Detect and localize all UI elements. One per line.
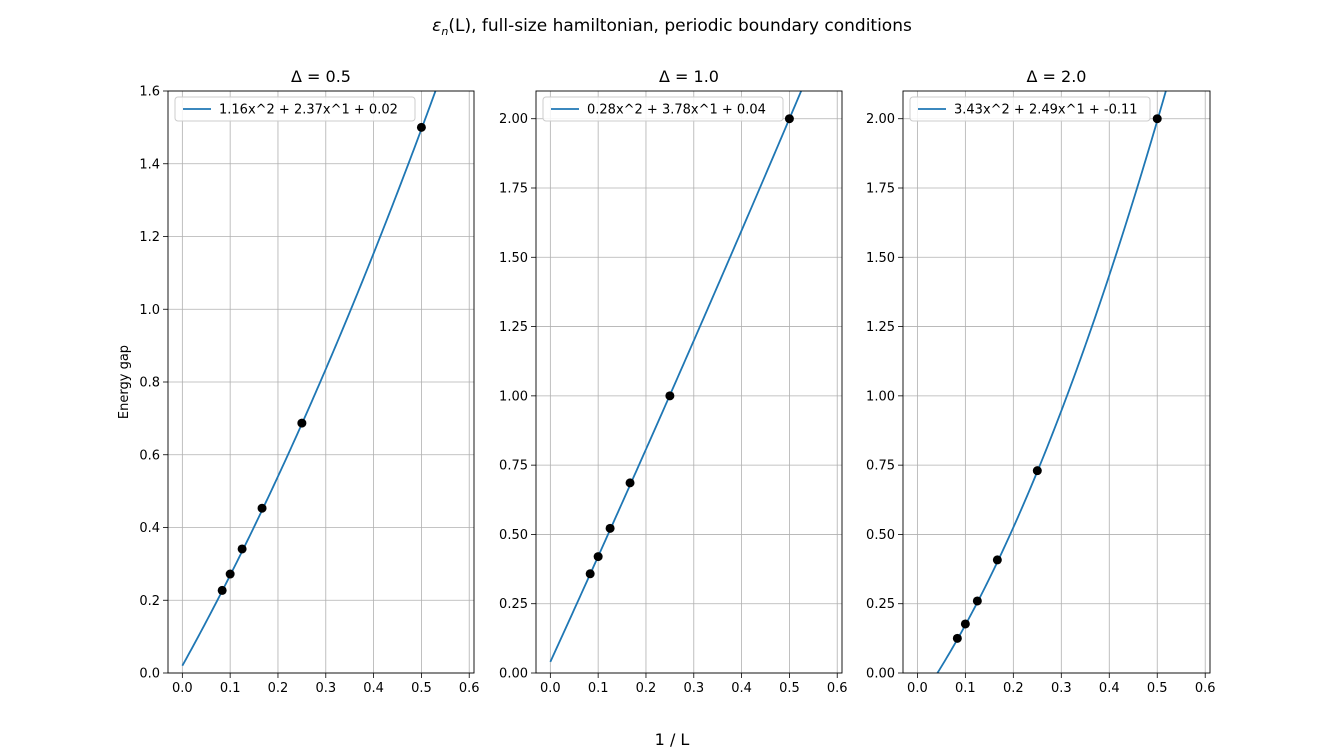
y-tick-label: 1.6	[139, 85, 160, 100]
y-tick-label: 1.0	[139, 303, 160, 318]
data-point	[217, 585, 227, 595]
x-tick-label: 0.6	[1195, 681, 1216, 696]
y-tick-label: 2.00	[499, 112, 528, 127]
subplot-2: 0.0 0.1 0.2 0.3 0.4 0.5 0.6 0.00 0.25 0.50 0.75 1.0…	[499, 67, 848, 696]
x-tick-label: 0.5	[411, 681, 432, 696]
x-tick-label: 0.0	[540, 681, 561, 696]
subplot-title: Δ = 0.5	[291, 67, 351, 86]
data-point	[665, 391, 675, 401]
y-tick-label: 1.75	[866, 182, 895, 197]
x-tick-label: 0.1	[220, 681, 241, 696]
data-point	[225, 569, 235, 579]
y-tick-label: 0.2	[139, 594, 160, 609]
subplot-title: Δ = 2.0	[1027, 67, 1087, 86]
data-point	[992, 555, 1002, 565]
legend-label: 1.16x^2 + 2.37x^1 + 0.02	[219, 103, 398, 118]
x-tick-label: 0.0	[907, 681, 928, 696]
x-tick-label: 0.1	[588, 681, 609, 696]
y-tick-label: 0.25	[499, 597, 528, 612]
y-tick-label: 1.50	[499, 251, 528, 266]
x-tick-label: 0.2	[268, 681, 289, 696]
figure-xlabel: 1 / L	[655, 730, 690, 749]
data-point	[784, 114, 794, 124]
data-point	[625, 478, 635, 488]
subplots: 0.0 0.1 0.2 0.3 0.4 0.5 0.6 0.0 0.2 0.4 0.6 0.8 1.0 1…	[139, 67, 1216, 696]
x-tick-label: 0.3	[315, 681, 336, 696]
x-tick-label: 0.3	[1051, 681, 1072, 696]
x-tick-label: 0.0	[172, 681, 193, 696]
data-point	[1032, 466, 1042, 476]
y-tick-label: 1.75	[499, 182, 528, 197]
legend: 1.16x^2 + 2.37x^1 + 0.02	[174, 96, 416, 122]
y-tick-label: 0.50	[866, 528, 895, 543]
legend-box	[909, 96, 1151, 122]
x-tick-label: 0.5	[1147, 681, 1168, 696]
y-tick-label: 1.50	[866, 251, 895, 266]
y-tick-label: 1.25	[499, 320, 528, 335]
axes-frame	[902, 90, 1211, 674]
y-tick-label: 1.4	[139, 157, 160, 172]
legend-box	[174, 96, 416, 122]
data-point	[1152, 114, 1162, 124]
data-point	[416, 122, 426, 132]
x-tick-label: 0.4	[1099, 681, 1120, 696]
legend: 0.28x^2 + 3.78x^1 + 0.04	[542, 96, 784, 122]
x-tick-label: 0.3	[683, 681, 704, 696]
legend-box	[542, 96, 784, 122]
x-tick-label: 0.6	[827, 681, 848, 696]
data-point	[593, 552, 603, 562]
legend: 3.43x^2 + 2.49x^1 + -0.11	[909, 96, 1151, 122]
y-axis-label: Energy gap	[117, 345, 132, 419]
axes-frame	[167, 90, 475, 674]
y-tick-label: 0.75	[499, 459, 528, 474]
y-tick-label: 0.00	[866, 667, 895, 682]
y-tick-label: 0.75	[866, 459, 895, 474]
x-tick-label: 0.4	[363, 681, 384, 696]
data-point	[585, 569, 595, 579]
y-tick-label: 0.0	[139, 667, 160, 682]
y-tick-label: 2.00	[866, 112, 895, 127]
data-point	[952, 633, 962, 643]
x-tick-label: 0.2	[1003, 681, 1024, 696]
data-point	[257, 503, 267, 513]
y-tick-label: 0.4	[139, 521, 160, 536]
axes-frame	[535, 90, 843, 674]
y-tick-label: 0.8	[139, 376, 160, 391]
x-tick-label: 0.1	[955, 681, 976, 696]
subplot-1: 0.0 0.1 0.2 0.3 0.4 0.5 0.6 0.0 0.2 0.4 0.6 0.8 1.0 1…	[139, 67, 480, 696]
y-tick-label: 0.00	[499, 667, 528, 682]
y-tick-label: 1.2	[139, 230, 160, 245]
data-point	[605, 523, 615, 533]
x-tick-label: 0.5	[779, 681, 800, 696]
legend-label: 3.43x^2 + 2.49x^1 + -0.11	[954, 103, 1138, 118]
data-point	[960, 619, 970, 629]
subplot-3: 0.0 0.1 0.2 0.3 0.4 0.5 0.6 0.00 0.25 0.50 0.75 1.0…	[866, 67, 1216, 696]
data-point	[237, 544, 247, 554]
y-tick-label: 1.00	[866, 389, 895, 404]
y-tick-label: 0.50	[499, 528, 528, 543]
y-tick-label: 1.25	[866, 320, 895, 335]
data-point	[972, 596, 982, 606]
x-tick-label: 0.6	[459, 681, 480, 696]
legend-label: 0.28x^2 + 3.78x^1 + 0.04	[587, 103, 766, 118]
subplot-title: Δ = 1.0	[659, 67, 719, 86]
y-tick-label: 0.25	[866, 597, 895, 612]
y-tick-label: 1.00	[499, 389, 528, 404]
x-tick-label: 0.4	[731, 681, 752, 696]
x-tick-label: 0.2	[636, 681, 657, 696]
y-tick-label: 0.6	[139, 448, 160, 463]
data-point	[297, 418, 307, 428]
figure-suptitle: εn(L), full-size hamiltonian, periodic b…	[432, 16, 912, 38]
